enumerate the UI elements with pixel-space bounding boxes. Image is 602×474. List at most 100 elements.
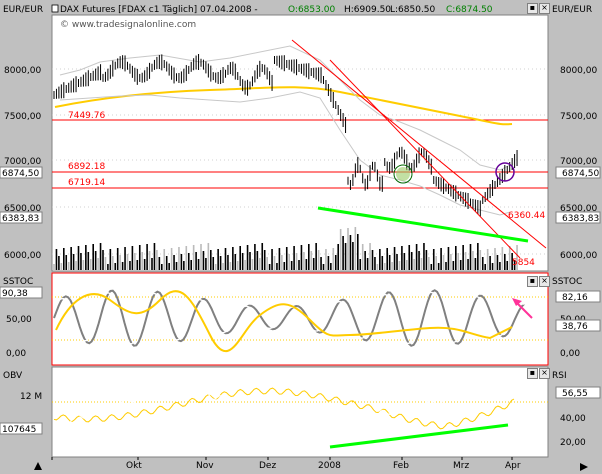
downtrend-line-upper[interactable]	[291, 39, 547, 249]
volume-bar	[445, 262, 447, 270]
price-grid	[52, 68, 548, 255]
volume-bar	[195, 252, 197, 270]
volume-bar	[192, 245, 195, 270]
support-trendline[interactable]	[317, 206, 529, 243]
currency-left: EUR/EUR	[3, 5, 43, 15]
volume-bar	[450, 254, 452, 270]
obv-panel[interactable]	[51, 366, 549, 458]
stoch-menu-icon[interactable]: ▪	[527, 276, 538, 287]
volume-bar	[249, 252, 251, 270]
stoch-signal-yellow	[55, 290, 513, 353]
volume-bar	[263, 250, 266, 270]
x-label-dez: Dez	[259, 461, 276, 471]
volume-bar	[99, 243, 102, 270]
moving-average-line	[54, 86, 513, 126]
close-icon[interactable]: ×	[539, 3, 550, 14]
y-tick-6000-right: 6000,00	[560, 251, 597, 261]
volume-bar	[89, 259, 92, 270]
volume-bar	[349, 235, 352, 270]
volume-bar	[374, 257, 376, 270]
price-badge-right-close: 6874,50	[555, 166, 601, 179]
volume-bar	[352, 242, 354, 270]
volume-bar	[129, 261, 131, 270]
volume-bar	[435, 256, 437, 270]
stoch-close-icon[interactable]: ×	[539, 276, 550, 287]
volume-bar	[58, 256, 60, 270]
obv-y-tick-12m: 12 M	[20, 392, 42, 402]
volume-bar	[124, 247, 126, 270]
volume-bar	[251, 259, 254, 270]
scroll-right-icon[interactable]	[580, 463, 588, 471]
volume-bar	[102, 250, 104, 270]
price-badge-left-close: 6874,50	[0, 166, 43, 179]
marker-circle-green[interactable]	[393, 164, 413, 184]
volume-bar	[327, 256, 330, 270]
volume-bar	[161, 264, 163, 270]
scroll-up-icon[interactable]	[34, 462, 42, 470]
volume-bar	[75, 261, 77, 270]
volume-bar	[138, 245, 141, 270]
lock-icon[interactable]	[51, 4, 59, 13]
downtrend-line-lower[interactable]	[329, 59, 521, 259]
volume-bar	[469, 244, 472, 270]
volume-bar	[116, 248, 119, 270]
volume-bar	[293, 246, 295, 270]
volume-bar	[501, 247, 504, 270]
volume-bar	[337, 244, 339, 270]
volume-bar	[381, 256, 384, 270]
y-tick-6500-right: 6500,00	[560, 204, 597, 214]
volume-bar	[330, 263, 332, 270]
volume-bar	[423, 243, 425, 270]
volume-bar	[227, 255, 229, 270]
volume-bar	[82, 260, 85, 270]
x-label-feb: Feb	[393, 461, 409, 471]
volume-bar	[437, 263, 440, 270]
volume-bar	[359, 259, 362, 270]
menu-icon[interactable]: ▪	[527, 3, 538, 14]
obv-menu-icon[interactable]: ▪	[527, 368, 538, 379]
volume-bar	[109, 249, 112, 270]
volume-bar	[415, 244, 418, 270]
volume-bar	[457, 253, 460, 270]
volume-bar	[168, 263, 170, 270]
volume-bar	[322, 264, 325, 270]
stoch-panel[interactable]	[51, 272, 549, 366]
svg-text:90,38: 90,38	[2, 289, 28, 299]
stoch-y-tick-50: 50,00	[6, 315, 32, 325]
volume-bar	[298, 260, 300, 270]
marker-circle-purple[interactable]	[495, 162, 515, 182]
stoch-badge-right-1: 82,16	[555, 290, 601, 303]
volume-bar	[462, 245, 464, 270]
obv-trendline[interactable]	[329, 423, 509, 449]
volume-bar	[229, 262, 232, 270]
volume-bar	[508, 246, 511, 270]
volume-bar	[65, 255, 68, 270]
volume-bar	[126, 254, 129, 270]
volume-bar	[486, 249, 489, 270]
volume-bar	[342, 236, 344, 270]
volume-bar	[146, 244, 148, 270]
volume-bar	[94, 251, 97, 270]
volume-bar	[202, 251, 205, 270]
volume-bar	[464, 252, 467, 270]
volume-bar	[425, 250, 428, 270]
volume-bar	[67, 262, 70, 270]
volume-bar	[477, 243, 479, 270]
svg-text:107645: 107645	[2, 425, 36, 435]
volume-bar	[344, 243, 347, 270]
price-candles	[53, 54, 518, 217]
volume-bar	[347, 228, 349, 270]
volume-bar	[467, 259, 469, 270]
volume-bar	[173, 255, 175, 270]
volume-bar	[408, 245, 411, 270]
y-tick-6000-left: 6000,00	[4, 251, 41, 261]
obv-close-icon[interactable]: ×	[539, 368, 550, 379]
volume-bar	[366, 258, 369, 270]
volume-bar	[325, 249, 327, 270]
volume-bar	[506, 261, 509, 270]
watermark: © www.tradesignalonline.com	[60, 20, 196, 30]
volume-bar	[440, 248, 442, 270]
volume-bar	[513, 260, 516, 270]
volume-bar	[205, 258, 207, 270]
volume-bar	[413, 259, 415, 270]
